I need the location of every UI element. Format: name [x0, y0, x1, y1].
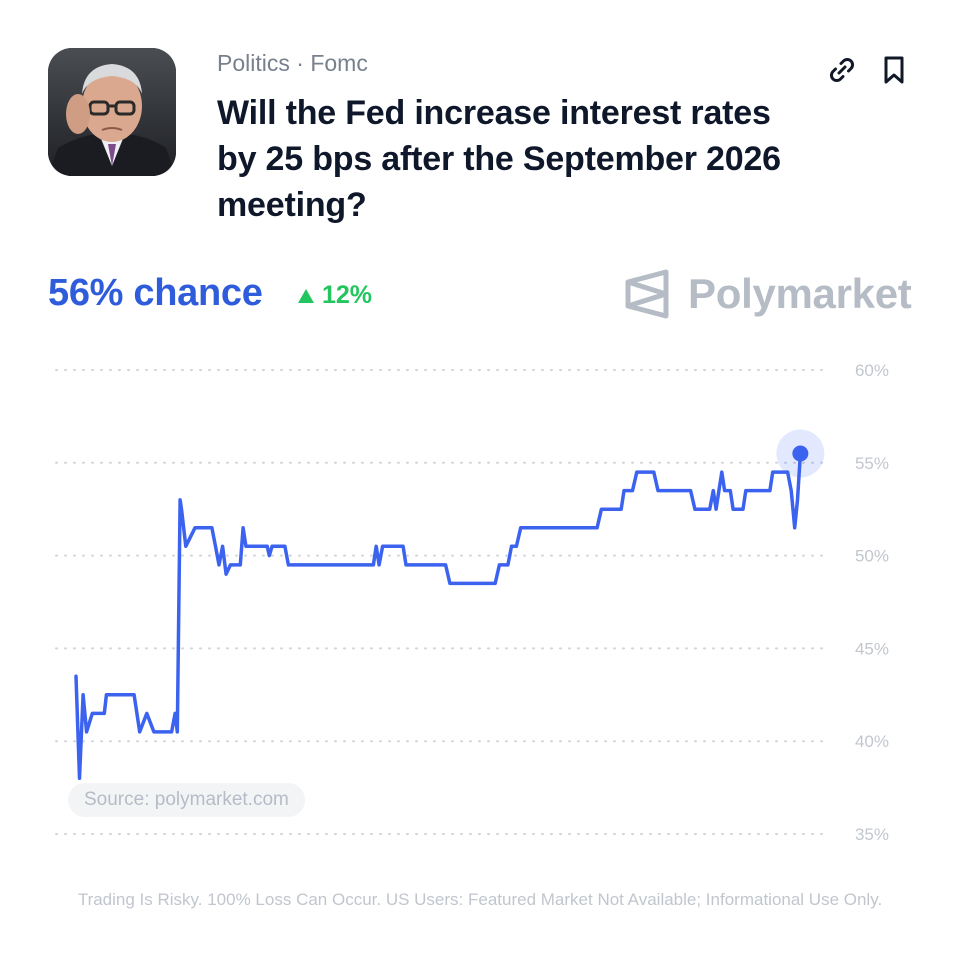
market-title: Will the Fed increase interest rates by …: [217, 94, 781, 224]
y-tick-label: 45%: [855, 639, 889, 658]
brand-name: Polymarket: [688, 270, 912, 317]
chart-grid: [55, 369, 831, 835]
change-badge: 12%: [298, 281, 372, 310]
brand-logo: Polymarket: [624, 268, 912, 320]
disclaimer: Trading Is Risky. 100% Loss Can Occur. U…: [77, 890, 883, 909]
y-tick-label: 60%: [855, 361, 889, 380]
source-label[interactable]: Source: polymarket.com: [68, 783, 305, 817]
y-tick-label: 40%: [855, 732, 889, 751]
last-point-marker[interactable]: [792, 445, 809, 462]
category-label[interactable]: Politics: [217, 50, 290, 76]
copy-link-button[interactable]: [824, 52, 860, 88]
breadcrumb-separator: ·: [289, 50, 311, 76]
subcategory-label[interactable]: Fomc: [310, 50, 368, 76]
series-line: [74, 451, 803, 781]
probability-chart: 60% 55% 50% 45% 40% 35%: [55, 361, 889, 844]
y-axis-ticks: 60% 55% 50% 45% 40% 35%: [855, 361, 889, 844]
breadcrumb: Politics · Fomc: [217, 50, 368, 77]
link-icon: [829, 57, 855, 83]
triangle-up-icon: [298, 288, 314, 303]
chance-value: 56% chance: [48, 272, 263, 314]
bookmark-button[interactable]: [876, 52, 912, 88]
change-value: 12%: [322, 281, 373, 309]
market-image: [48, 48, 176, 176]
y-tick-label: 55%: [855, 454, 889, 473]
polymarket-logo-icon: [625, 269, 669, 319]
y-tick-label: 50%: [855, 547, 889, 566]
bookmark-icon: [884, 56, 904, 84]
y-tick-label: 35%: [855, 825, 889, 844]
